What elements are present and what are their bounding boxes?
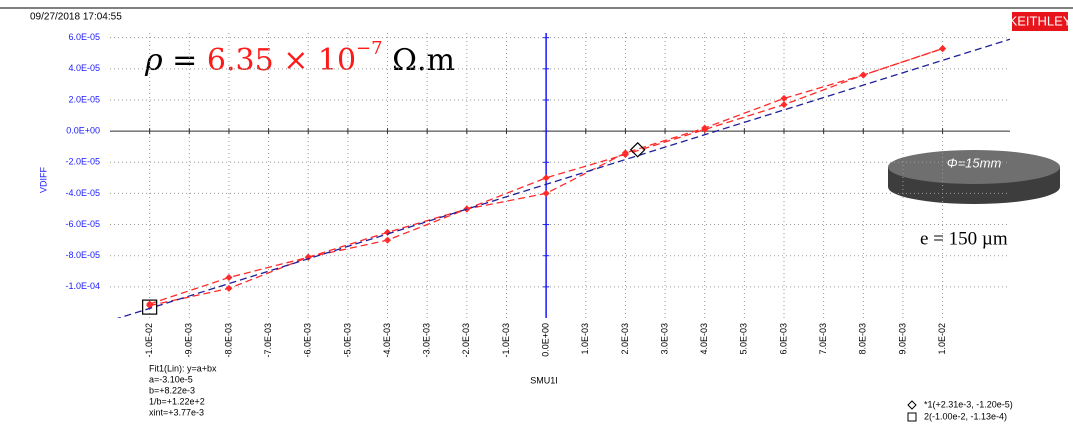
x-tick-label: 5.0E-03 <box>739 323 749 355</box>
x-tick-label: -1.0E-02 <box>144 323 154 358</box>
y-tick-label: 2.0E-05 <box>68 94 100 104</box>
x-tick-label: -8.0E-03 <box>223 323 233 358</box>
formula: ρ = 6.35 × 10−7 Ω.m <box>144 38 455 78</box>
x-tick-label: -9.0E-03 <box>184 323 194 358</box>
fit-result: Fit1(Lin): y=a+bx <box>149 363 217 373</box>
y-axis-label: VDIFF <box>38 166 48 193</box>
formula-lhs: ρ = <box>144 43 207 78</box>
fit-result: b=+8.22e-3 <box>149 385 195 395</box>
formula-unit: Ω.m <box>383 43 455 78</box>
formula-value: 6.35 × 10 <box>207 43 356 78</box>
data-point <box>384 236 392 244</box>
series-line <box>116 38 1010 318</box>
fit-result: a=-3.10e-5 <box>149 374 193 384</box>
fit-result: xint=+3.77e-3 <box>149 407 204 417</box>
x-tick-label: 4.0E-03 <box>699 323 709 355</box>
cursor-legend-label: 2(-1.00e-2, -1.13e-4) <box>924 411 1007 421</box>
plot-area <box>116 38 1010 318</box>
y-tick-label: -1.0E-04 <box>65 281 100 291</box>
data-point <box>384 228 392 236</box>
data-point <box>939 45 947 53</box>
x-tick-label: -7.0E-03 <box>263 323 273 358</box>
data-point <box>225 274 233 282</box>
series-line <box>149 47 943 305</box>
data-point <box>542 174 550 182</box>
timestamp: 09/27/2018 17:04:55 <box>30 12 122 23</box>
data-point <box>225 284 233 292</box>
x-tick-label: -4.0E-03 <box>382 323 392 358</box>
cursor-legend-label: *1(+2.31e-3, -1.20e-5) <box>924 399 1013 409</box>
x-tick-label: 9.0E-03 <box>897 323 907 355</box>
x-tick-label: 1.0E-03 <box>580 323 590 355</box>
y-tick-label: -6.0E-05 <box>65 219 100 229</box>
cursor-legend-icon <box>907 400 917 410</box>
brand-box <box>1012 12 1068 31</box>
brand: KEITHLEY <box>1009 13 1072 28</box>
y-tick-label: -8.0E-05 <box>65 250 100 260</box>
x-tick-label: 0.0E+00 <box>540 323 550 357</box>
x-axis-label: SMU1I <box>530 375 558 385</box>
y-tick-label: 0.0E+00 <box>66 125 100 135</box>
data-point <box>780 94 788 102</box>
x-tick-label: -3.0E-03 <box>422 323 432 358</box>
data-point <box>542 189 550 197</box>
x-tick-label: 2.0E-03 <box>620 323 630 355</box>
disc-diameter: Φ=15mm <box>947 155 1002 170</box>
y-tick-label: -2.0E-05 <box>65 157 100 167</box>
x-tick-label: 6.0E-03 <box>778 323 788 355</box>
x-tick-label: -6.0E-03 <box>303 323 313 358</box>
formula-exponent: −7 <box>356 38 383 59</box>
x-tick-label: 3.0E-03 <box>659 323 669 355</box>
x-tick-label: -5.0E-03 <box>342 323 352 358</box>
y-tick-label: 6.0E-05 <box>68 32 100 42</box>
x-tick-label: -1.0E-03 <box>501 323 511 358</box>
data-point <box>859 71 867 79</box>
x-tick-label: 8.0E-03 <box>858 323 868 355</box>
data-point <box>780 101 788 109</box>
x-tick-label: 1.0E-02 <box>937 323 947 355</box>
x-tick-label: -2.0E-03 <box>461 323 471 358</box>
cursor-legend-icon <box>907 412 917 422</box>
disc <box>888 150 1060 204</box>
x-tick-label: 7.0E-03 <box>818 323 828 355</box>
data-point <box>701 124 709 132</box>
data-point <box>621 149 629 157</box>
disc-top <box>888 150 1060 184</box>
y-tick-label: -4.0E-05 <box>65 188 100 198</box>
cursor-marker <box>629 141 646 158</box>
fit-result: 1/b=+1.22e+2 <box>149 396 205 406</box>
cursor-marker <box>142 299 158 315</box>
sample-thickness: e = 150 µm <box>920 228 1008 249</box>
y-tick-label: 4.0E-05 <box>68 63 100 73</box>
